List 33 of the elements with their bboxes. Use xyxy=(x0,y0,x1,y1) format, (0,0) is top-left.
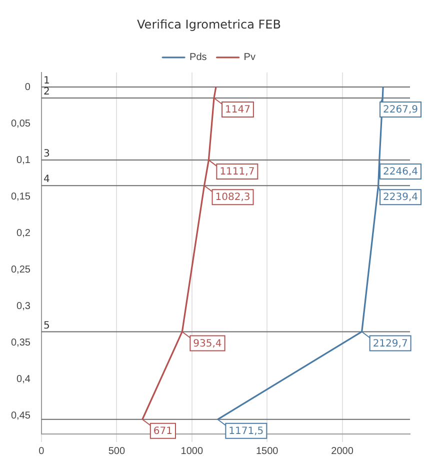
annotation: 5 xyxy=(43,320,50,332)
legend-label: Pds xyxy=(190,52,207,64)
annotation: 935,4 xyxy=(193,338,222,350)
chart-title: Verifica Igrometrica FEB xyxy=(137,17,281,32)
annotation: 1147 xyxy=(225,104,250,116)
y-tick-label: 0,05 xyxy=(10,118,31,130)
x-tick-label: 1500 xyxy=(256,446,279,457)
annotation: 1111,7 xyxy=(220,166,255,178)
y-tick-label: 0 xyxy=(24,82,31,93)
annotation: 3 xyxy=(43,148,50,160)
annotation: 2246,4 xyxy=(383,166,418,178)
x-tick-label: 1000 xyxy=(180,446,204,457)
annotation: 2239,4 xyxy=(383,192,418,204)
annotation: 1 xyxy=(43,76,50,87)
y-tick-label: 0,2 xyxy=(16,228,31,239)
x-tick-label: 2000 xyxy=(331,446,354,457)
y-tick-label: 0,3 xyxy=(16,300,31,312)
y-tick-label: 0,35 xyxy=(10,337,31,348)
annotation: 2129,7 xyxy=(372,338,408,350)
x-tick-label: 0 xyxy=(38,446,45,457)
legend-label: Pv xyxy=(244,52,256,64)
y-tick-label: 0,1 xyxy=(16,154,31,166)
annotation: 4 xyxy=(43,174,50,186)
y-tick-label: 0,45 xyxy=(10,410,31,422)
annotation: 671 xyxy=(153,426,172,437)
y-tick-label: 0,4 xyxy=(16,374,31,385)
y-tick-label: 0,15 xyxy=(10,191,31,202)
annotation: 2 xyxy=(43,86,50,98)
y-tick-label: 0,25 xyxy=(10,264,31,276)
annotation: 1082,3 xyxy=(215,192,250,204)
annotation: 2267,9 xyxy=(383,104,418,116)
x-tick-label: 500 xyxy=(108,446,126,457)
annotation: 1171,5 xyxy=(228,426,264,437)
